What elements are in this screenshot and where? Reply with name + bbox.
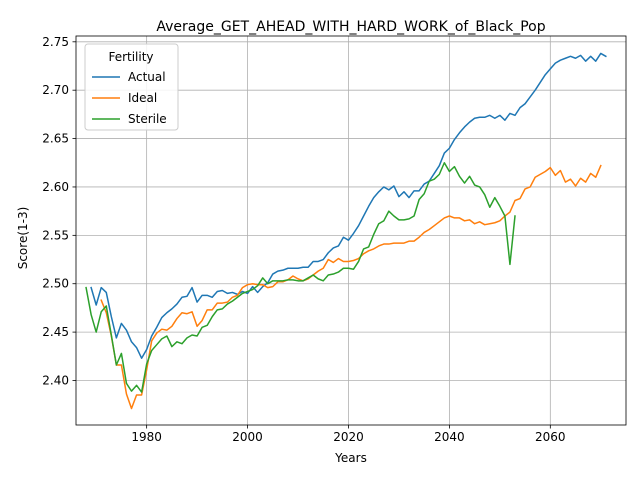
legend: Fertility Actual Ideal Sterile (84, 43, 179, 131)
y-tick-label: 2.50 (42, 277, 69, 291)
y-tick-label: 2.55 (42, 228, 69, 242)
legend-title: Fertility (108, 50, 153, 64)
x-axis-label: Years (334, 451, 367, 465)
axis-ticks: 1980 2000 2020 2040 2060 2.40 2.45 2.50 2.55 2.60… (42, 35, 565, 444)
y-tick-label: 2.70 (42, 83, 69, 97)
x-tick-label: 2000 (232, 430, 263, 444)
series-line-sterile (85, 162, 516, 393)
series-line-ideal (100, 164, 602, 410)
chart-title: Average_GET_AHEAD_WITH_HARD_WORK_of_Blac… (156, 19, 545, 35)
x-tick-label: 2040 (434, 430, 465, 444)
y-tick-label: 2.45 (42, 325, 69, 339)
x-tick-label: 2060 (535, 430, 566, 444)
y-tick-label: 2.75 (42, 35, 69, 49)
x-tick-label: 1980 (131, 430, 162, 444)
y-tick-label: 2.60 (42, 180, 69, 194)
y-axis-label: Score(1-3) (16, 207, 30, 270)
grid (76, 36, 626, 425)
legend-label-ideal: Ideal (128, 91, 157, 105)
plot-frame (75, 35, 627, 426)
series-lines (85, 52, 607, 410)
legend-label-sterile: Sterile (128, 112, 167, 126)
y-tick-label: 2.40 (42, 373, 69, 387)
x-tick-label: 2020 (333, 430, 364, 444)
y-tick-label: 2.65 (42, 132, 69, 146)
legend-frame (84, 43, 179, 131)
legend-label-actual: Actual (128, 70, 166, 84)
series-line-actual (90, 52, 607, 359)
